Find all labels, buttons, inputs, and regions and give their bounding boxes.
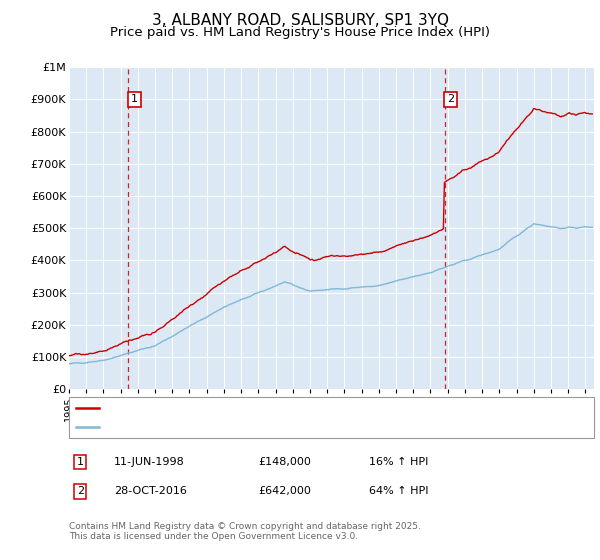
Text: 3, ALBANY ROAD, SALISBURY, SP1 3YQ (detached house): 3, ALBANY ROAD, SALISBURY, SP1 3YQ (deta… [104, 403, 422, 413]
Text: 3, ALBANY ROAD, SALISBURY, SP1 3YQ: 3, ALBANY ROAD, SALISBURY, SP1 3YQ [151, 13, 449, 28]
Text: HPI: Average price, detached house, Wiltshire: HPI: Average price, detached house, Wilt… [104, 422, 359, 432]
Text: 28-OCT-2016: 28-OCT-2016 [114, 486, 187, 496]
Text: 1: 1 [131, 95, 138, 104]
Text: 16% ↑ HPI: 16% ↑ HPI [369, 457, 428, 467]
Text: Contains HM Land Registry data © Crown copyright and database right 2025.
This d: Contains HM Land Registry data © Crown c… [69, 522, 421, 542]
Text: Price paid vs. HM Land Registry's House Price Index (HPI): Price paid vs. HM Land Registry's House … [110, 26, 490, 39]
Text: £148,000: £148,000 [258, 457, 311, 467]
Text: 2: 2 [447, 95, 454, 104]
Text: £642,000: £642,000 [258, 486, 311, 496]
Text: 11-JUN-1998: 11-JUN-1998 [114, 457, 185, 467]
Text: 1: 1 [77, 457, 84, 467]
Text: 64% ↑ HPI: 64% ↑ HPI [369, 486, 428, 496]
Text: 2: 2 [77, 486, 84, 496]
